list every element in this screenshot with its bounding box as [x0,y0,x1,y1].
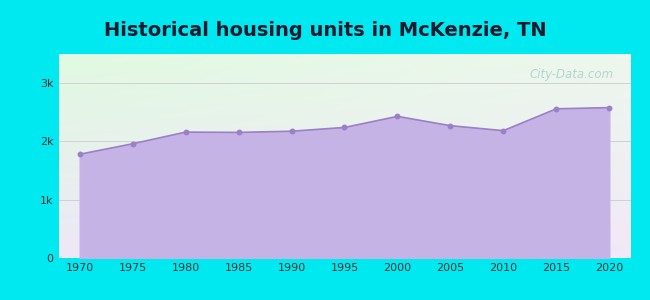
Point [181,130,191,134]
Point [339,125,350,130]
Point [127,141,138,146]
Text: Historical housing units in McKenzie, TN: Historical housing units in McKenzie, TN [104,21,546,40]
Point [551,106,562,111]
Point [445,123,456,128]
Point [498,128,508,133]
Point [287,129,297,134]
Text: City-Data.com: City-Data.com [529,68,614,81]
Point [604,105,614,110]
Point [392,114,402,119]
Point [233,130,244,135]
Point [75,152,85,157]
